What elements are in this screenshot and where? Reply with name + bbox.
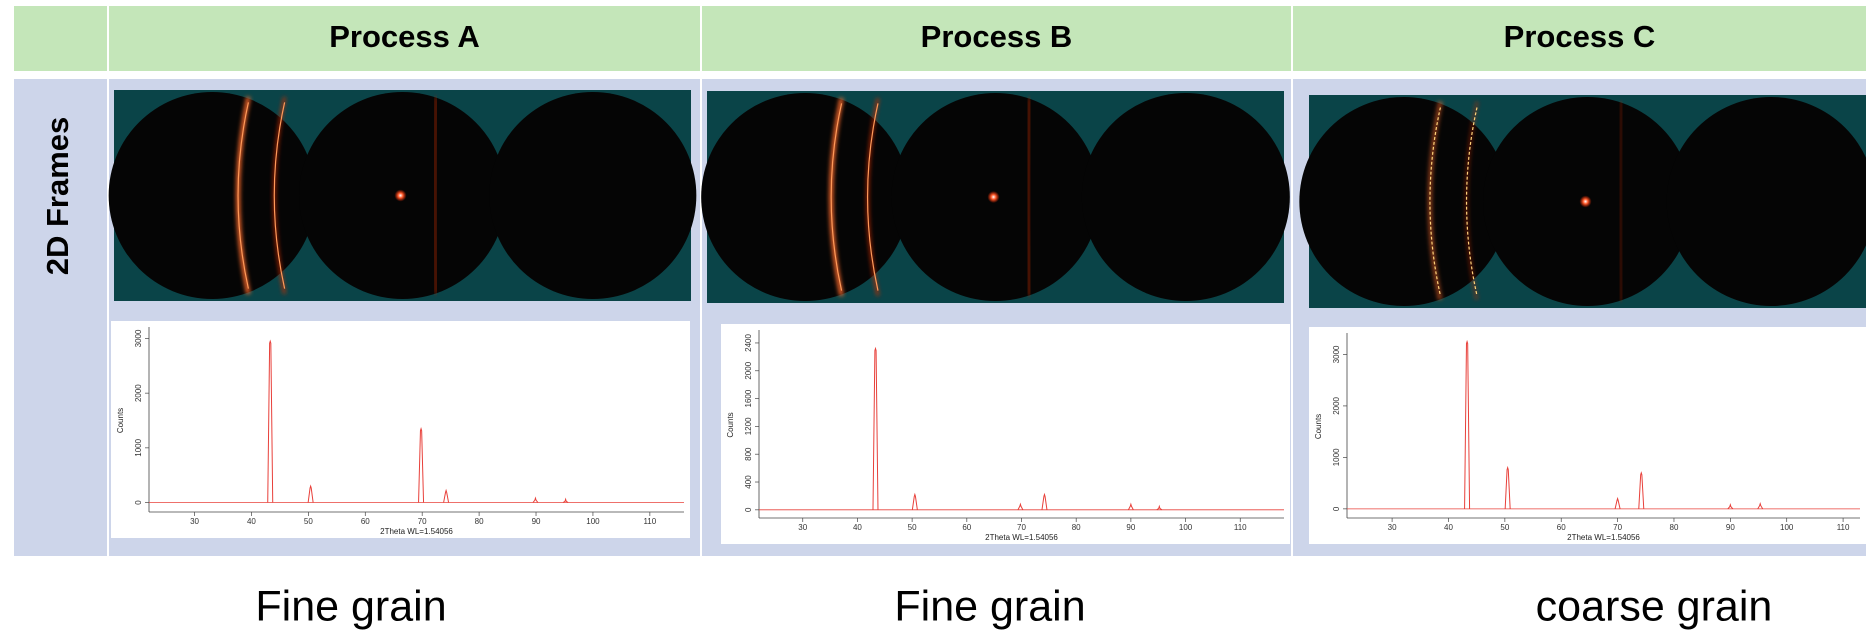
y-tick-label: 0 — [134, 500, 143, 505]
detector-frame — [1082, 93, 1290, 301]
x-tick-label: 70 — [1613, 523, 1622, 532]
y-tick-label: 2400 — [744, 334, 753, 352]
x-tick-label: 40 — [1444, 523, 1453, 532]
y-axis-label: Counts — [116, 408, 125, 433]
x-tick-label: 50 — [908, 523, 917, 532]
detector-frame — [701, 93, 909, 301]
x-tick-label: 110 — [1234, 523, 1247, 532]
slide: Process A3040506070809010011001000200030… — [0, 0, 1866, 635]
x-tick-label: 30 — [798, 523, 807, 532]
x-tick-label: 110 — [1837, 523, 1850, 532]
plot-background — [721, 324, 1290, 544]
y-tick-label: 2000 — [1332, 396, 1341, 414]
x-tick-label: 50 — [1500, 523, 1509, 532]
x-tick-label: 100 — [586, 517, 600, 526]
y-tick-label: 0 — [1332, 506, 1341, 511]
detector-frame — [489, 92, 696, 299]
plot-background — [1309, 327, 1866, 544]
x-tick-label: 50 — [304, 517, 313, 526]
x-tick-label: 80 — [1072, 523, 1081, 532]
x-tick-label: 70 — [1017, 523, 1026, 532]
x-tick-label: 60 — [1557, 523, 1566, 532]
x-tick-label: 90 — [1126, 523, 1135, 532]
row-label: 2D Frames — [40, 117, 75, 276]
x-axis-label: 2Theta WL=1.54056 — [1567, 533, 1640, 542]
x-tick-label: 90 — [532, 517, 541, 526]
y-axis-label: Counts — [1314, 414, 1323, 439]
column-header: Process B — [921, 19, 1073, 54]
y-tick-label: 0 — [744, 507, 753, 512]
x-tick-label: 90 — [1726, 523, 1735, 532]
x-tick-label: 80 — [1670, 523, 1679, 532]
x-tick-label: 40 — [247, 517, 256, 526]
y-tick-label: 2000 — [134, 384, 143, 402]
x-tick-label: 70 — [418, 517, 427, 526]
y-tick-label: 2000 — [744, 361, 753, 379]
y-tick-label: 1600 — [744, 389, 753, 407]
column-header: Process C — [1504, 19, 1656, 54]
x-tick-label: 100 — [1179, 523, 1193, 532]
y-axis-label: Counts — [726, 412, 735, 437]
y-tick-label: 1000 — [134, 438, 143, 456]
x-axis-label: 2Theta WL=1.54056 — [380, 527, 453, 536]
x-tick-label: 60 — [962, 523, 971, 532]
y-tick-label: 3000 — [134, 329, 143, 347]
x-tick-label: 40 — [853, 523, 862, 532]
caption: Fine grain — [255, 582, 446, 630]
y-tick-label: 400 — [744, 475, 753, 489]
column-header: Process A — [329, 19, 480, 54]
x-tick-label: 60 — [361, 517, 370, 526]
beam-spot — [988, 191, 1000, 203]
x-axis-label: 2Theta WL=1.54056 — [985, 533, 1058, 542]
header-corner — [14, 6, 107, 71]
y-tick-label: 1200 — [744, 417, 753, 435]
caption: coarse grain — [1536, 582, 1773, 630]
x-tick-label: 100 — [1780, 523, 1794, 532]
y-tick-label: 1000 — [1332, 448, 1341, 466]
detector-frame — [109, 92, 316, 299]
beam-spot — [395, 190, 407, 202]
detector-frame — [1299, 97, 1508, 306]
y-tick-label: 3000 — [1332, 345, 1341, 363]
plot-background — [111, 321, 690, 538]
x-tick-label: 110 — [643, 517, 656, 526]
y-tick-label: 800 — [744, 447, 753, 461]
caption: Fine grain — [894, 582, 1085, 630]
x-tick-label: 80 — [475, 517, 484, 526]
detector-frame — [1667, 97, 1866, 306]
x-tick-label: 30 — [190, 517, 199, 526]
x-tick-label: 30 — [1388, 523, 1397, 532]
beam-spot — [1580, 196, 1592, 208]
